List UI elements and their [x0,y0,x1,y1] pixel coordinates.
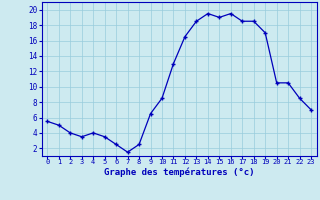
X-axis label: Graphe des températures (°c): Graphe des températures (°c) [104,168,254,177]
